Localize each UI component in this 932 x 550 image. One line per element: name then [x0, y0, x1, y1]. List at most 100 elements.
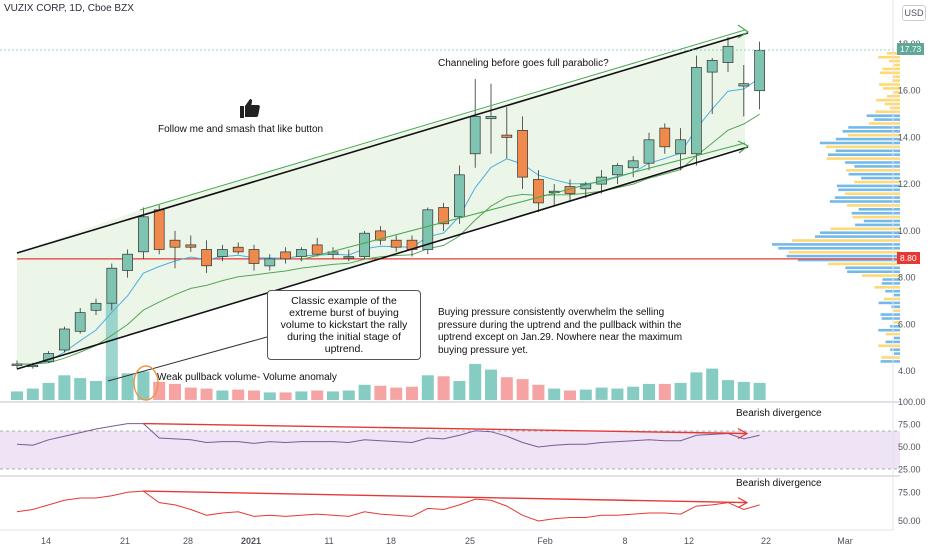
channel-upper-line — [16, 32, 749, 254]
candle-body — [643, 139, 655, 164]
note-pointer — [107, 336, 268, 382]
volume-bar — [58, 375, 71, 400]
time-tick-label: 2021 — [241, 536, 261, 546]
profile-bar — [848, 126, 900, 129]
profile-bar — [892, 79, 900, 82]
profile-bar — [861, 274, 900, 277]
profile-bar — [846, 169, 900, 172]
profile-bar — [772, 243, 900, 246]
price-axis: 4.006.008.0010.0012.0014.0016.0018.00100… — [0, 0, 926, 530]
candle-body — [469, 116, 481, 155]
profile-bar — [884, 102, 900, 106]
volume-bar — [706, 368, 719, 400]
candle-body — [659, 127, 671, 148]
lower-divergence-arrow — [737, 497, 749, 509]
volume-bar — [532, 384, 545, 400]
profile-bar — [878, 55, 900, 59]
profile-bar — [846, 204, 900, 207]
profile-bar — [848, 172, 900, 176]
candle-body — [264, 258, 276, 267]
volume-bar — [358, 384, 371, 400]
candle-body — [390, 239, 402, 248]
volume-bar — [469, 363, 482, 400]
volume-bar — [184, 387, 197, 400]
candle-body — [722, 45, 734, 63]
profile-bar — [835, 149, 900, 153]
candle-body — [612, 165, 623, 176]
volume-bar — [311, 390, 324, 400]
profile-bar — [830, 227, 900, 231]
profile-bar — [884, 297, 900, 301]
profile-bar — [882, 278, 900, 281]
volume-bar — [121, 373, 134, 400]
volume-bar — [248, 390, 260, 400]
volume-bar — [232, 389, 245, 401]
ema-fast-line — [16, 77, 760, 365]
time-tick-label: 8 — [622, 536, 627, 546]
candle-body — [153, 209, 165, 250]
volume-bar — [737, 381, 750, 400]
profile-bar — [881, 317, 900, 320]
candle-body — [232, 246, 244, 253]
volume-bar — [390, 387, 403, 400]
profile-bar — [891, 305, 900, 309]
volume-bar — [279, 392, 292, 400]
profile-bar — [894, 293, 900, 297]
volume-bar — [658, 383, 671, 400]
profile-bar — [894, 321, 900, 324]
profile-bar — [826, 157, 900, 160]
profile-bar — [875, 110, 900, 114]
price-tick-label: 6.00 — [898, 319, 916, 329]
profile-bar — [889, 59, 900, 63]
profile-bar — [880, 360, 900, 363]
candle-body — [169, 239, 181, 248]
profile-bar — [835, 137, 900, 141]
profile-bar — [878, 301, 900, 305]
volume-bar — [342, 390, 355, 400]
price-tick-label: 10.00 — [898, 226, 921, 236]
volume-bar — [611, 388, 624, 400]
currency-button[interactable]: USD — [902, 5, 926, 21]
time-tick-label: 21 — [120, 536, 130, 546]
time-tick-label: 14 — [41, 536, 51, 546]
candle-body — [280, 251, 291, 260]
channel-area — [17, 33, 745, 369]
candle-body — [375, 230, 386, 241]
volume-bar — [437, 376, 450, 401]
profile-bar — [847, 133, 900, 137]
profile-bar — [845, 192, 900, 195]
volume-bar — [674, 382, 687, 400]
candle-body — [675, 139, 686, 155]
rsi-tick-label: 100.00 — [898, 397, 926, 407]
candle-body — [248, 249, 260, 264]
price-tick-label: 8.00 — [898, 273, 916, 283]
volume-bar — [74, 378, 87, 400]
candle-body — [74, 312, 86, 332]
profile-bar — [879, 71, 900, 75]
profile-bar — [876, 98, 900, 102]
price-tick-label: 16.00 — [898, 86, 921, 96]
volume-bar — [42, 382, 55, 400]
profile-bar — [852, 215, 900, 219]
time-tick-label: 22 — [761, 536, 771, 546]
profile-bar — [894, 91, 900, 94]
profile-bar — [892, 75, 900, 78]
time-tick-label: 28 — [183, 536, 193, 546]
profile-bar — [869, 122, 900, 125]
rsi-divergence-arrow — [737, 427, 749, 440]
volume-bar — [548, 388, 561, 400]
volume-bar — [200, 388, 213, 400]
candle-body — [296, 249, 307, 257]
rsi-tick-label: 50.00 — [898, 442, 921, 452]
candle-body — [185, 244, 197, 248]
rsi-tick-label: 25.00 — [898, 465, 921, 475]
price-tick-label: 14.00 — [898, 132, 921, 142]
channel-lower-green — [299, 142, 746, 261]
profile-bar — [847, 270, 900, 273]
volume-bar — [263, 392, 276, 400]
profile-bar — [834, 196, 900, 199]
channel-lower-line — [16, 146, 749, 370]
volume-bars — [11, 303, 766, 401]
volume-bar — [169, 383, 181, 400]
candle-body — [359, 232, 370, 257]
